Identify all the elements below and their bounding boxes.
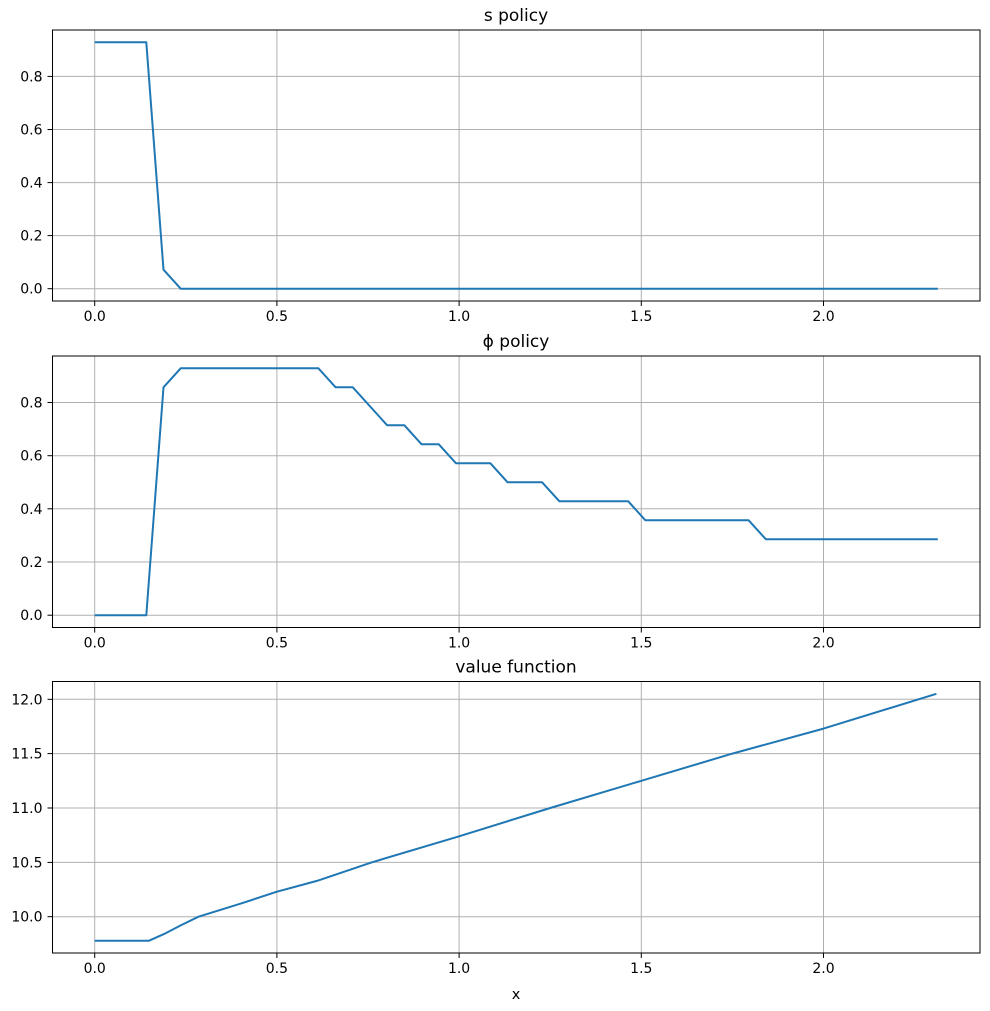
grid-lines (52, 356, 980, 628)
y-tick-label: 0.8 (20, 396, 42, 412)
axes-spines (52, 29, 981, 302)
x-tick-label: 1.0 (448, 636, 470, 652)
x-tick-label: 2.0 (812, 636, 834, 652)
x-tick-label: 0.0 (84, 636, 106, 652)
x-tick-label: 1.5 (630, 961, 652, 977)
s-policy-line (94, 41, 938, 290)
axes-spines (52, 355, 981, 628)
tick-marks (47, 75, 824, 306)
tick-marks (47, 402, 824, 633)
subplot-s-policy: 0.0 0.5 1.0 1.5 2.0 0.0 0.2 0.4 0.6 0.8 (20, 29, 981, 325)
x-tick-label: 0.5 (266, 309, 288, 325)
y-tick-label: 0.4 (20, 176, 42, 192)
phi-policy-line (94, 367, 938, 617)
tick-labels: 0.0 0.5 1.0 1.5 2.0 10.0 10.5 11.0 11.5 12.0 (11, 692, 834, 977)
subplot-phi-policy: 0.0 0.5 1.0 1.5 2.0 0.0 0.2 0.4 0.6 0.8 (20, 355, 981, 652)
x-tick-label: 1.0 (448, 309, 470, 325)
y-tick-label: 10.5 (11, 855, 42, 871)
tick-labels: 0.0 0.5 1.0 1.5 2.0 0.0 0.2 0.4 0.6 0.8 (20, 69, 834, 325)
phi-policy-title: ϕ policy (483, 332, 550, 352)
y-tick-label: 0.4 (20, 502, 42, 518)
x-tick-label: 1.5 (630, 636, 652, 652)
y-tick-label: 10.0 (11, 910, 42, 926)
x-tick-label: 2.0 (812, 961, 834, 977)
x-tick-label: 0.0 (84, 309, 106, 325)
y-tick-label: 0.2 (20, 555, 42, 571)
y-tick-label: 11.0 (11, 801, 42, 817)
x-tick-label: 2.0 (812, 309, 834, 325)
x-tick-label: 1.0 (448, 961, 470, 977)
y-tick-label: 0.6 (20, 449, 42, 465)
x-tick-label: 0.5 (266, 961, 288, 977)
y-tick-label: 0.6 (20, 123, 42, 139)
axes-spines (52, 681, 981, 954)
subplot-value-function: 0.0 0.5 1.0 1.5 2.0 10.0 10.5 11.0 11.5 12.0 (11, 681, 981, 977)
value-function-title: value function (455, 658, 576, 678)
x-tick-label: 1.5 (630, 309, 652, 325)
s-policy-title: s policy (484, 6, 548, 26)
grid-lines (52, 30, 980, 301)
y-tick-label: 11.5 (11, 747, 42, 763)
y-tick-label: 0.2 (20, 229, 42, 245)
y-tick-label: 0.0 (20, 608, 42, 624)
grid-lines (52, 681, 980, 953)
x-tick-label: 0.0 (84, 961, 106, 977)
value-function-line (94, 692, 937, 942)
tick-marks (47, 698, 824, 958)
tick-labels: 0.0 0.5 1.0 1.5 2.0 0.0 0.2 0.4 0.6 0.8 (20, 396, 834, 652)
x-axis-label: x (512, 987, 521, 1003)
y-tick-label: 12.0 (11, 692, 42, 708)
y-tick-label: 0.8 (20, 69, 42, 85)
y-tick-label: 0.0 (20, 282, 42, 298)
x-tick-label: 0.5 (266, 636, 288, 652)
